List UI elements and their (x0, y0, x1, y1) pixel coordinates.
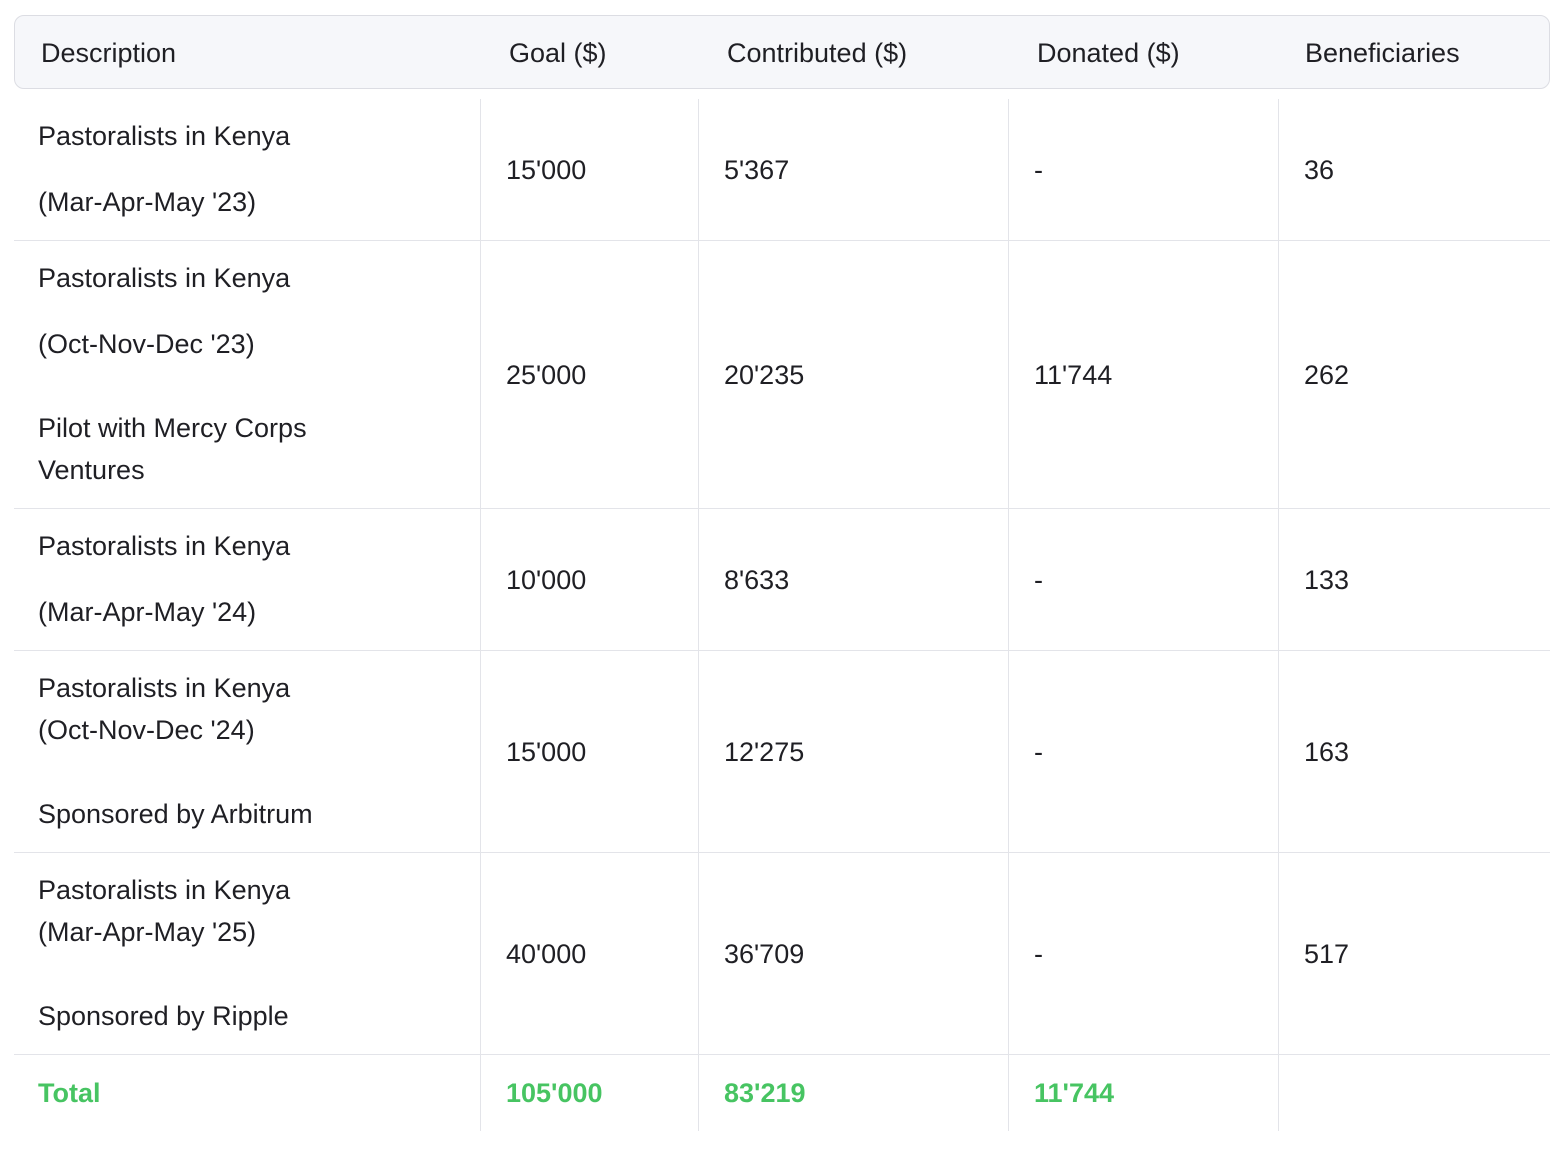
beneficiaries-cell: 262 (1278, 241, 1550, 508)
goal-cell: 15'000 (480, 651, 698, 852)
goal-value: 25'000 (506, 359, 587, 390)
description-line: Ventures (38, 455, 145, 485)
total-label: Total (38, 1078, 101, 1108)
description-cell: Pastoralists in Kenya (Mar-Apr-May '25) … (14, 853, 480, 1054)
beneficiaries-value: 517 (1304, 938, 1350, 969)
header-beneficiaries: Beneficiaries (1305, 38, 1460, 68)
contributed-cell: 8'633 (698, 509, 1008, 650)
donated-cell: - (1008, 853, 1278, 1054)
donated-cell: - (1008, 99, 1278, 240)
total-row: Total 105'000 83'219 11'744 (14, 1055, 1550, 1131)
total-label-cell: Total (14, 1055, 480, 1131)
table-row: Pastoralists in Kenya (Oct-Nov-Dec '24) … (14, 651, 1550, 853)
description-line: (Mar-Apr-May '25) (38, 917, 257, 947)
beneficiaries-value: 262 (1304, 359, 1350, 390)
description-cell: Pastoralists in Kenya (Mar-Apr-May '23) (14, 99, 480, 240)
goal-cell: 25'000 (480, 241, 698, 508)
table-row: Pastoralists in Kenya (Mar-Apr-May '25) … (14, 853, 1550, 1055)
goal-cell: 15'000 (480, 99, 698, 240)
table-row: Pastoralists in Kenya (Mar-Apr-May '23) … (14, 99, 1550, 241)
header-contributed: Contributed ($) (727, 38, 908, 68)
beneficiaries-cell: 36 (1278, 99, 1550, 240)
description-cell: Pastoralists in Kenya (Oct-Nov-Dec '24) … (14, 651, 480, 852)
description-line: Pastoralists in Kenya (38, 121, 291, 151)
donated-cell: 11'744 (1008, 241, 1278, 508)
contributed-cell: 5'367 (698, 99, 1008, 240)
donated-cell: - (1008, 651, 1278, 852)
beneficiaries-cell: 133 (1278, 509, 1550, 650)
donated-value: - (1034, 938, 1043, 969)
table-header: Description Goal ($) Contributed ($) Don… (14, 15, 1550, 89)
table-row: Pastoralists in Kenya (Mar-Apr-May '24) … (14, 509, 1550, 651)
donated-value: - (1034, 564, 1043, 595)
description-cell: Pastoralists in Kenya (Oct-Nov-Dec '23) … (14, 241, 480, 508)
contributed-cell: 20'235 (698, 241, 1008, 508)
description-line: (Mar-Apr-May '23) (38, 187, 257, 217)
description-line: Sponsored by Ripple (38, 1001, 289, 1031)
beneficiaries-cell: 517 (1278, 853, 1550, 1054)
contributed-value: 5'367 (724, 154, 790, 185)
description-cell: Pastoralists in Kenya (Mar-Apr-May '24) (14, 509, 480, 650)
goal-cell: 40'000 (480, 853, 698, 1054)
contributed-value: 8'633 (724, 564, 790, 595)
goal-value: 15'000 (506, 736, 587, 767)
goal-value: 40'000 (506, 938, 587, 969)
description-line: Sponsored by Arbitrum (38, 799, 313, 829)
description-line: Pastoralists in Kenya (38, 673, 291, 703)
beneficiaries-value: 133 (1304, 564, 1350, 595)
total-beneficiaries-cell (1278, 1055, 1550, 1131)
donated-value: - (1034, 736, 1043, 767)
total-contributed-value: 83'219 (724, 1078, 806, 1108)
header-donated: Donated ($) (1037, 38, 1180, 68)
goal-cell: 10'000 (480, 509, 698, 650)
description-line: (Mar-Apr-May '24) (38, 597, 257, 627)
description-line: Pilot with Mercy Corps (38, 413, 307, 443)
contributed-value: 36'709 (724, 938, 805, 969)
description-line: Pastoralists in Kenya (38, 875, 291, 905)
goal-value: 15'000 (506, 154, 587, 185)
donated-value: 11'744 (1034, 359, 1113, 390)
total-contributed-cell: 83'219 (698, 1055, 1008, 1131)
total-goal-cell: 105'000 (480, 1055, 698, 1131)
header-description: Description (41, 38, 177, 68)
table-body: Pastoralists in Kenya (Mar-Apr-May '23) … (14, 99, 1550, 1131)
goal-value: 10'000 (506, 564, 587, 595)
table-row: Pastoralists in Kenya (Oct-Nov-Dec '23) … (14, 241, 1550, 509)
contributed-value: 12'275 (724, 736, 805, 767)
beneficiaries-value: 36 (1304, 154, 1335, 185)
contributions-table: Description Goal ($) Contributed ($) Don… (14, 15, 1550, 1131)
contributed-cell: 12'275 (698, 651, 1008, 852)
total-donated-cell: 11'744 (1008, 1055, 1278, 1131)
beneficiaries-cell: 163 (1278, 651, 1550, 852)
contributed-cell: 36'709 (698, 853, 1008, 1054)
donated-cell: - (1008, 509, 1278, 650)
description-line: Pastoralists in Kenya (38, 531, 291, 561)
beneficiaries-value: 163 (1304, 736, 1350, 767)
header-goal: Goal ($) (509, 38, 607, 68)
total-donated-value: 11'744 (1034, 1078, 1115, 1108)
total-goal-value: 105'000 (506, 1078, 603, 1108)
donated-value: - (1034, 154, 1043, 185)
description-line: (Oct-Nov-Dec '24) (38, 715, 255, 745)
description-line: (Oct-Nov-Dec '23) (38, 329, 255, 359)
description-line: Pastoralists in Kenya (38, 263, 291, 293)
contributed-value: 20'235 (724, 359, 805, 390)
